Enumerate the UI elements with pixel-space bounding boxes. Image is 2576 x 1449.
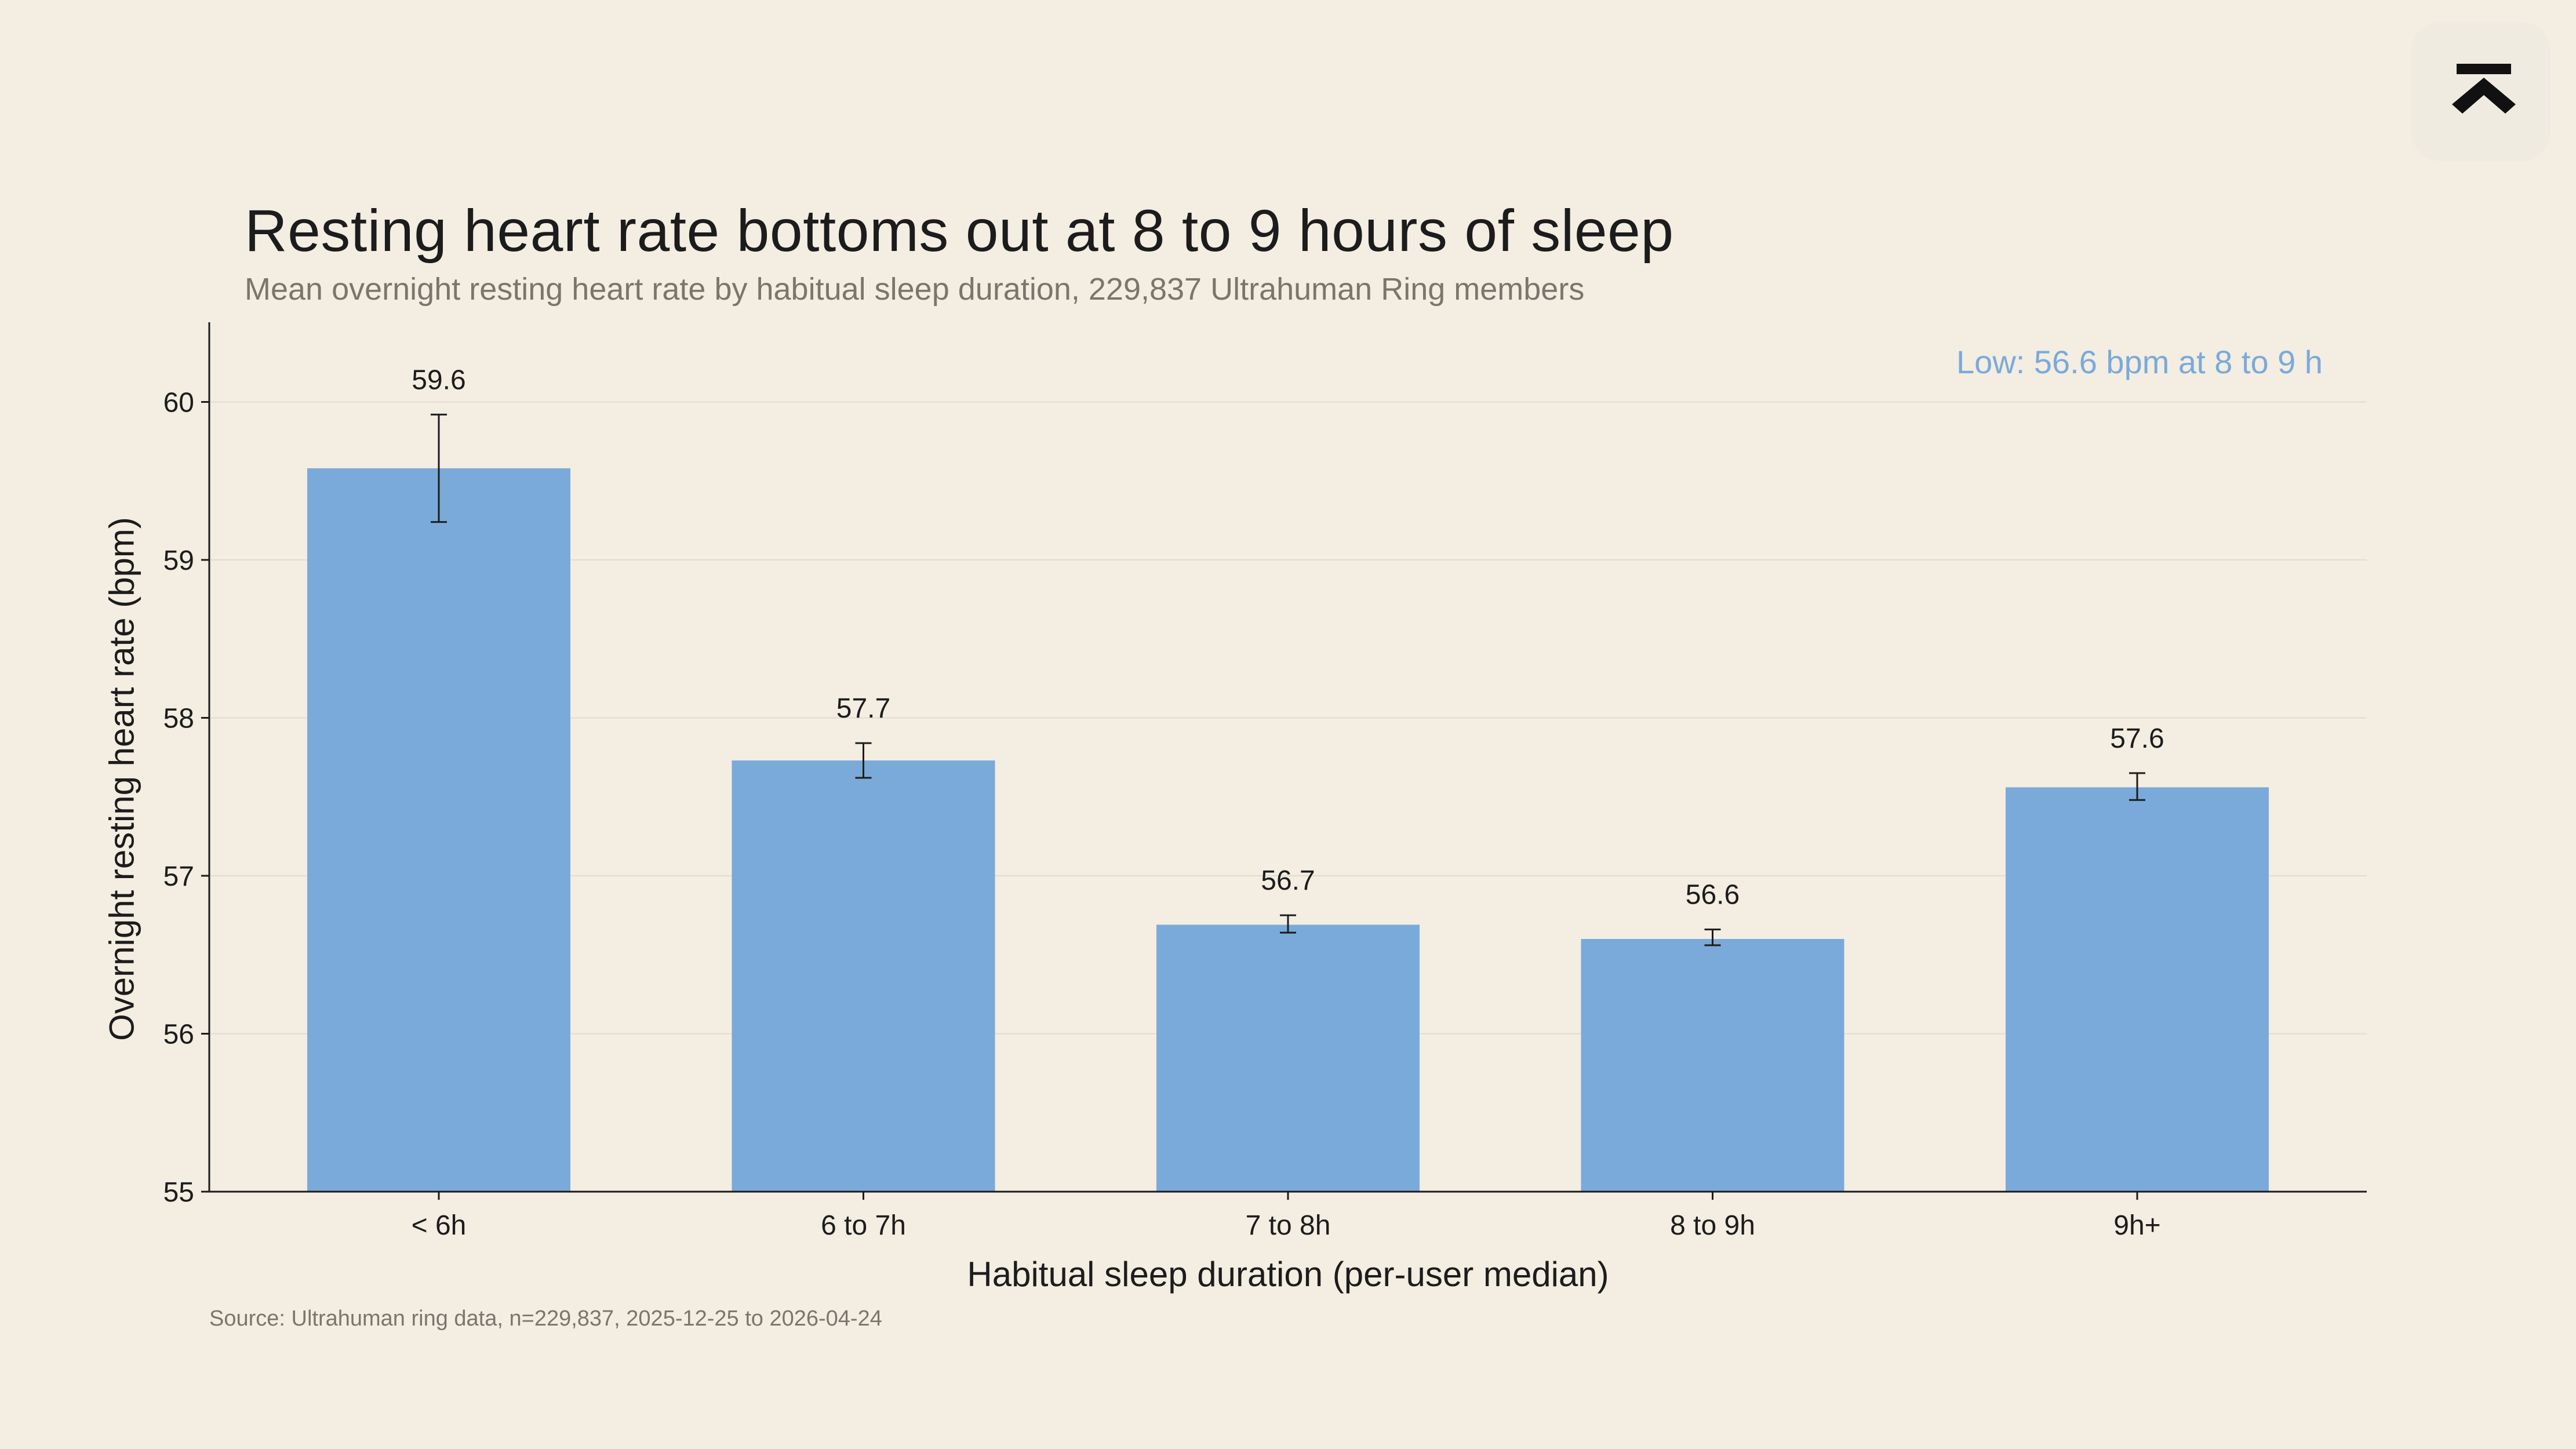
brand-logo (2411, 22, 2550, 161)
error-bar (1280, 914, 1296, 934)
y-axis-ticks: 55 56 57 58 59 60 (163, 388, 209, 1208)
x-tick-label: 7 to 8h (1246, 1210, 1331, 1241)
chart-title: Resting heart rate bottoms out at 8 to 9… (245, 198, 1674, 264)
value-label: 57.7 (836, 693, 890, 724)
bar (1581, 939, 1844, 1192)
value-label: 59.6 (412, 365, 465, 395)
bars (307, 468, 2269, 1192)
y-tick-label: 55 (163, 1177, 194, 1208)
error-bars (431, 413, 2145, 946)
x-tick-label: 6 to 7h (821, 1210, 906, 1241)
bar (307, 468, 570, 1192)
value-label: 56.6 (1686, 880, 1740, 911)
x-tick-label: < 6h (412, 1210, 467, 1241)
y-tick-label: 60 (163, 388, 194, 418)
error-bar (855, 742, 872, 779)
y-tick-label: 58 (163, 704, 194, 734)
y-tick-label: 57 (163, 861, 194, 892)
ultrahuman-logo-icon (2452, 64, 2516, 114)
value-label: 56.7 (1261, 865, 1315, 896)
value-label: 57.6 (2110, 723, 2164, 754)
min-annotation: Low: 56.6 bpm at 8 to 9 h (1956, 344, 2323, 380)
x-tick-label: 9h+ (2113, 1210, 2160, 1241)
error-bar (431, 413, 447, 523)
source-note: Source: Ultrahuman ring data, n=229,837,… (209, 1306, 882, 1331)
y-tick-label: 59 (163, 545, 194, 576)
value-labels: 59.6 57.7 56.7 56.6 57.6 (412, 365, 2164, 910)
x-axis-label: Habitual sleep duration (per-user median… (967, 1255, 1609, 1294)
bar (2006, 787, 2269, 1192)
y-tick-label: 56 (163, 1020, 194, 1050)
y-axis-label: Overnight resting heart rate (bpm) (102, 517, 141, 1041)
chart-subtitle: Mean overnight resting heart rate by hab… (245, 272, 1585, 307)
x-tick-label: 8 to 9h (1670, 1210, 1755, 1241)
error-bar (1704, 929, 1721, 946)
error-bar (2129, 772, 2145, 801)
bar (732, 760, 995, 1192)
x-axis-ticks: < 6h 6 to 7h 7 to 8h 8 to 9h 9h+ (412, 1192, 2161, 1241)
bar (1156, 924, 1420, 1192)
